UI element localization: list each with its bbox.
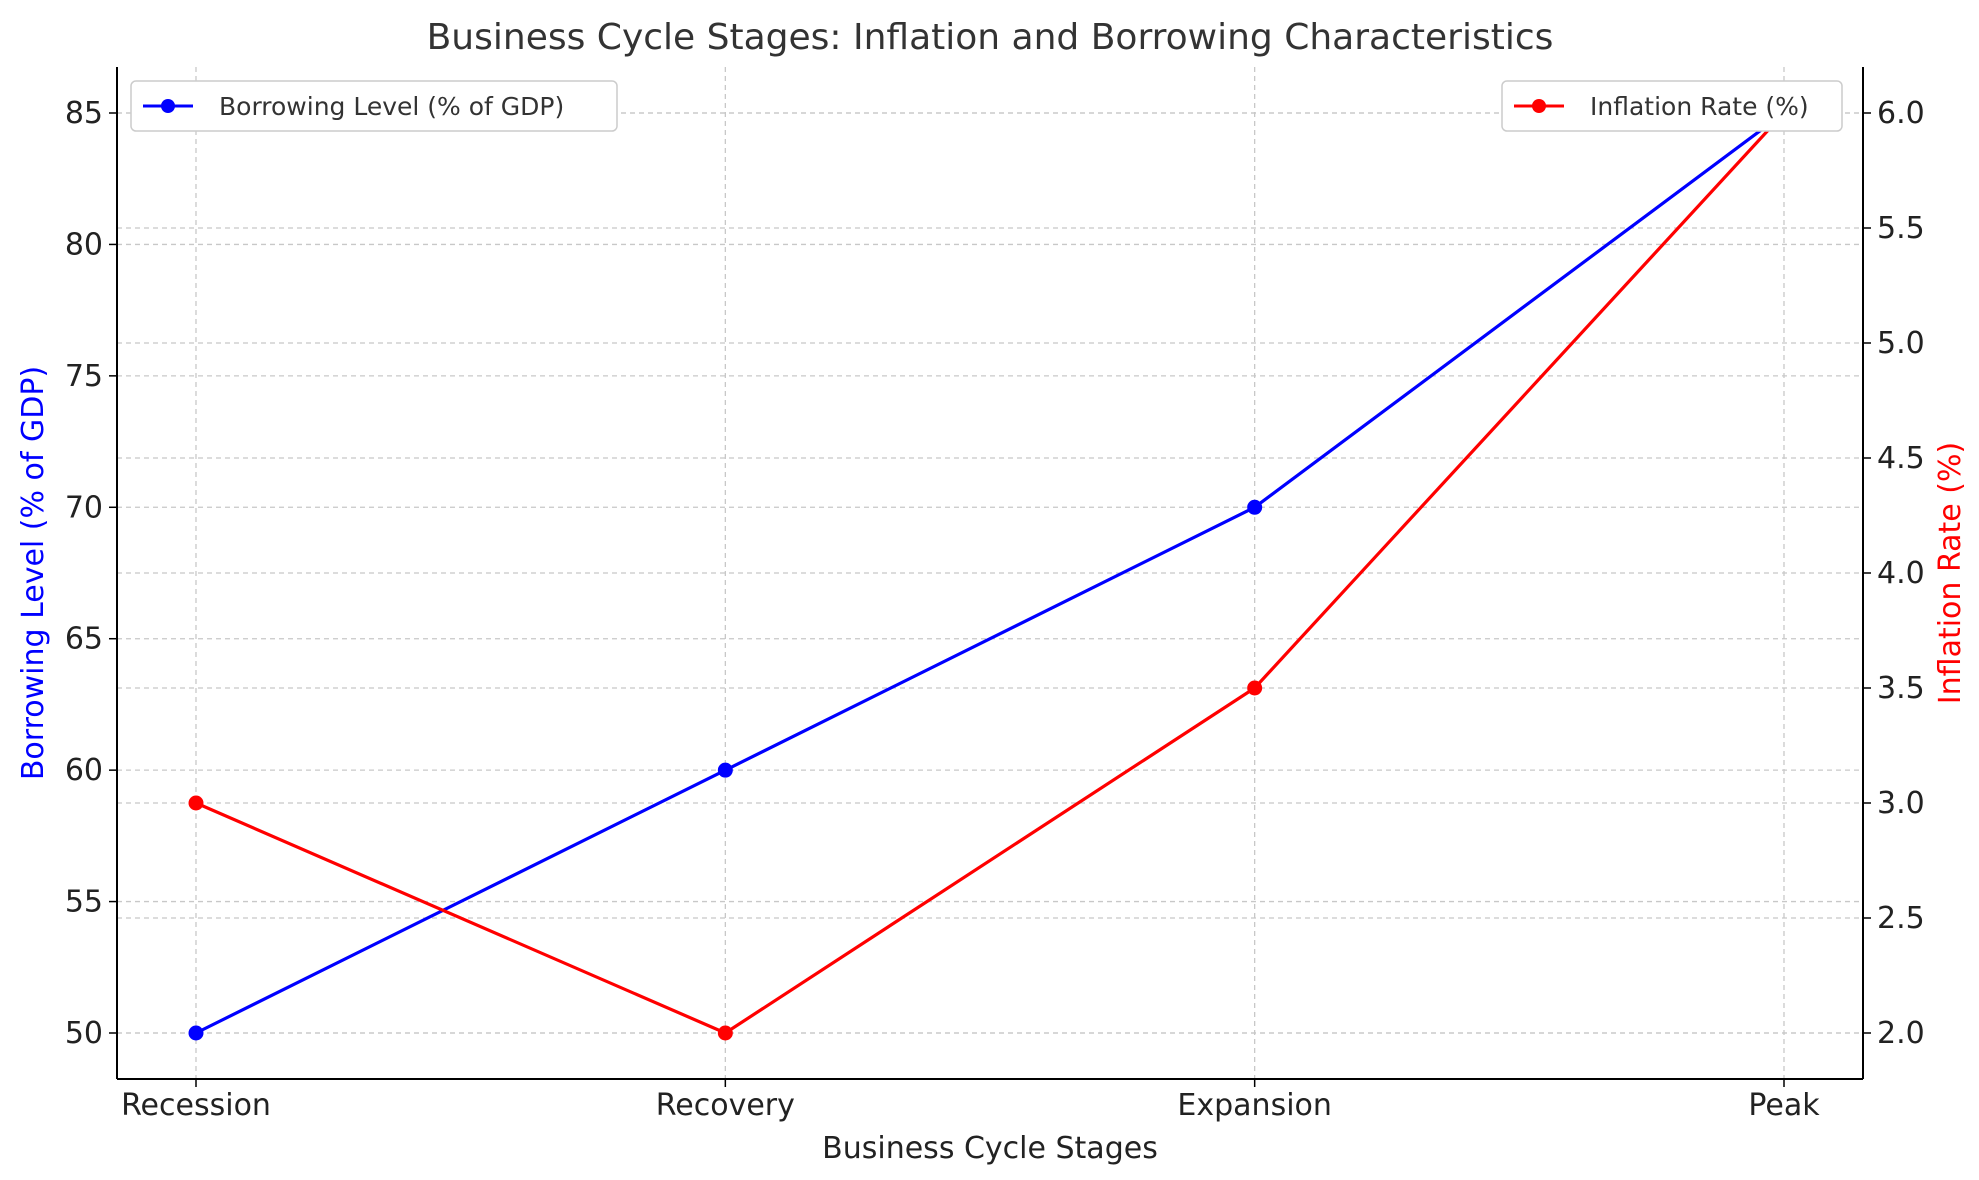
y-right-tick-label: 4.5 <box>1877 441 1925 476</box>
legend-borrowing: Borrowing Level (% of GDP) <box>130 80 618 132</box>
x-axis-title: Business Cycle Stages <box>822 1131 1158 1166</box>
y-left-tick-label: 70 <box>65 490 103 525</box>
y-left-tick-label: 55 <box>65 885 103 920</box>
y-left-tick-label: 85 <box>65 96 103 131</box>
data-point-borrowing <box>188 1025 204 1041</box>
tick-labels: Recession Recovery Expansion Peak 50 55 60 65 70… <box>65 96 1925 1123</box>
grid <box>117 67 1863 1079</box>
series-layer <box>188 105 1792 1041</box>
y-left-tick-label: 65 <box>65 622 103 657</box>
data-point-inflation <box>1247 680 1263 696</box>
y-left-tick-label: 80 <box>65 227 103 262</box>
legend-marker-swatch <box>161 99 175 113</box>
y-right-tick-label: 3.5 <box>1877 671 1925 706</box>
data-point-borrowing <box>717 762 733 778</box>
y-left-axis-title: Borrowing Level (% of GDP) <box>16 366 51 780</box>
y-right-axis-title: Inflation Rate (%) <box>1933 442 1968 704</box>
y-right-tick-label: 4.0 <box>1877 556 1925 591</box>
legend-label: Inflation Rate (%) <box>1590 92 1809 121</box>
y-right-tick-label: 2.0 <box>1877 1016 1925 1051</box>
legend-box <box>130 80 618 132</box>
x-tick-label: Recession <box>121 1088 271 1123</box>
legend-inflation: Inflation Rate (%) <box>1501 80 1843 132</box>
y-right-tick-label: 6.0 <box>1877 96 1925 131</box>
legend-label: Borrowing Level (% of GDP) <box>219 92 564 121</box>
y-left-tick-label: 75 <box>65 359 103 394</box>
y-right-tick-label: 3.0 <box>1877 786 1925 821</box>
y-left-tick-label: 50 <box>65 1016 103 1051</box>
data-point-inflation <box>188 795 204 811</box>
legend-marker-swatch <box>1532 99 1546 113</box>
legend-box <box>1501 80 1843 132</box>
y-right-tick-label: 5.0 <box>1877 326 1925 361</box>
y-left-tick-label: 60 <box>65 753 103 788</box>
y-right-tick-label: 2.5 <box>1877 901 1925 936</box>
data-point-inflation <box>717 1025 733 1041</box>
series-line-inflation <box>195 111 1786 1035</box>
y-right-tick-label: 5.5 <box>1877 211 1925 246</box>
data-point-borrowing <box>1247 499 1263 515</box>
series-line-borrowing <box>195 111 1785 1035</box>
chart-title: Business Cycle Stages: Inflation and Bor… <box>427 17 1554 58</box>
x-tick-label: Recovery <box>656 1088 795 1123</box>
x-tick-label: Expansion <box>1177 1088 1331 1123</box>
x-tick-label: Peak <box>1748 1088 1820 1123</box>
